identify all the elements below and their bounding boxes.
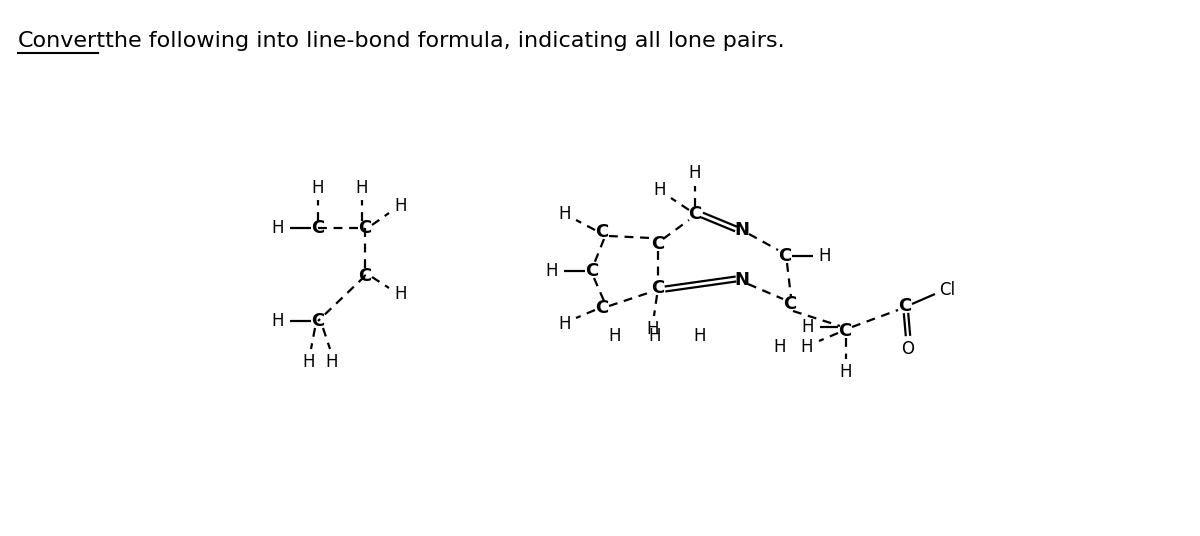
Text: Cl: Cl — [938, 281, 955, 299]
Text: N: N — [734, 221, 750, 239]
Text: C: C — [899, 297, 912, 315]
Text: C: C — [652, 279, 665, 297]
Text: C: C — [689, 205, 702, 223]
Text: C: C — [311, 219, 325, 237]
Text: Convert: Convert — [18, 31, 106, 51]
Text: H: H — [395, 197, 407, 215]
Text: C: C — [779, 247, 792, 265]
Text: C: C — [595, 223, 608, 241]
Text: H: H — [271, 312, 284, 330]
Text: H: H — [818, 247, 832, 265]
Text: H: H — [395, 285, 407, 303]
Text: C: C — [586, 262, 599, 280]
Text: H: H — [325, 353, 338, 371]
Text: H: H — [802, 318, 815, 336]
Text: H: H — [559, 205, 571, 223]
Text: H: H — [840, 363, 852, 381]
Text: N: N — [734, 271, 750, 289]
Text: C: C — [359, 219, 372, 237]
Text: H: H — [312, 179, 324, 197]
Text: C: C — [359, 267, 372, 285]
Text: H: H — [302, 353, 316, 371]
Text: H: H — [559, 315, 571, 333]
Text: C: C — [784, 295, 797, 313]
Text: C: C — [652, 235, 665, 253]
Text: H: H — [546, 262, 558, 280]
Text: H: H — [689, 164, 701, 182]
Text: H: H — [694, 327, 707, 345]
Text: the following into line-bond formula, indicating all lone pairs.: the following into line-bond formula, in… — [98, 31, 785, 51]
Text: C: C — [839, 322, 852, 340]
Text: O: O — [901, 340, 914, 358]
Text: C: C — [311, 312, 325, 330]
Text: H: H — [800, 338, 814, 356]
Text: H: H — [608, 327, 622, 345]
Text: H: H — [774, 338, 786, 356]
Text: C: C — [595, 299, 608, 317]
Text: H: H — [647, 320, 659, 338]
Text: H: H — [271, 219, 284, 237]
Text: H: H — [654, 181, 666, 199]
Text: H: H — [355, 179, 368, 197]
Text: H: H — [649, 327, 661, 345]
